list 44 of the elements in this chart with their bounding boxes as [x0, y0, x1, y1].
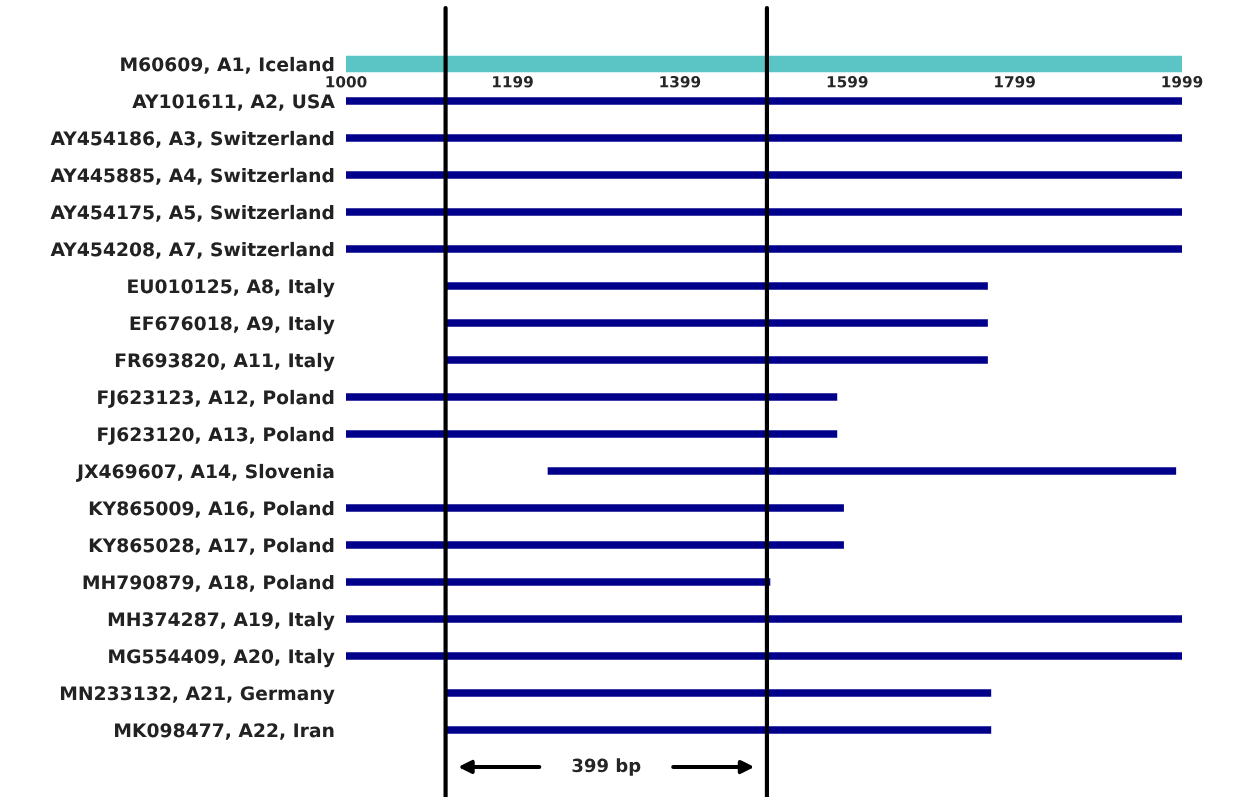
y-tick-label: M60609, A1, Iceland	[121, 56, 334, 74]
x-tick-label: 1799	[995, 75, 1035, 88]
y-tick-label: FJ623120, A13, Poland	[98, 426, 334, 445]
bar	[346, 245, 1182, 253]
text: 399 bp	[572, 758, 641, 776]
bar	[547, 467, 1177, 475]
y-tick-label: JX469607, A14, Slovenia	[76, 463, 334, 482]
y-tick-label: MG554409, A20, Italy	[109, 648, 335, 668]
x-tick-label: 1000	[326, 75, 367, 88]
y-tick-label: EF676018, A9, Italy	[130, 315, 335, 335]
bar	[346, 430, 838, 438]
y-tick-label: AY454175, A5, Switzerland	[50, 204, 334, 222]
bar	[346, 97, 1182, 105]
y-tick-label: MN233132, A21, Germany	[60, 686, 335, 705]
bar	[346, 541, 844, 549]
y-tick-label: AY101611, A2, USA	[132, 94, 335, 111]
y-tick-label: EU010125, A8, Italy	[128, 278, 335, 298]
y-tick-label: MH790879, A18, Poland	[83, 574, 334, 592]
y-tick-label: MK098477, A22, Iran	[115, 723, 334, 740]
x-tick-label: 1999	[1162, 75, 1203, 88]
y-tick-label: FJ623123, A12, Poland	[98, 389, 334, 408]
y-tick-label: AY454186, A3, Switzerland	[50, 130, 334, 148]
y-tick-label: KY865028, A17, Poland	[89, 537, 334, 555]
bar	[445, 726, 992, 734]
x-tick-label: 1199	[492, 75, 533, 88]
bar	[346, 615, 1182, 623]
bar	[346, 504, 844, 512]
bar	[346, 393, 838, 401]
bar	[346, 652, 1182, 660]
y-tick-label: AY454208, A7, Switzerland	[50, 241, 334, 259]
bar	[445, 319, 988, 327]
y-tick-label: AY445885, A4, Switzerland	[50, 167, 334, 185]
x-tick-label: 1399	[660, 75, 701, 88]
bar	[346, 208, 1182, 216]
y-tick-label: MH374287, A19, Italy	[108, 611, 335, 631]
bar	[445, 689, 992, 697]
bar	[346, 578, 771, 586]
y-tick-label: KY865009, A16, Poland	[89, 500, 334, 518]
bar	[346, 171, 1182, 179]
bar	[445, 356, 988, 364]
bar	[445, 282, 988, 290]
x-tick-label: 1599	[827, 75, 868, 88]
bar	[346, 134, 1182, 142]
y-tick-label: FR693820, A11, Italy	[115, 352, 335, 372]
